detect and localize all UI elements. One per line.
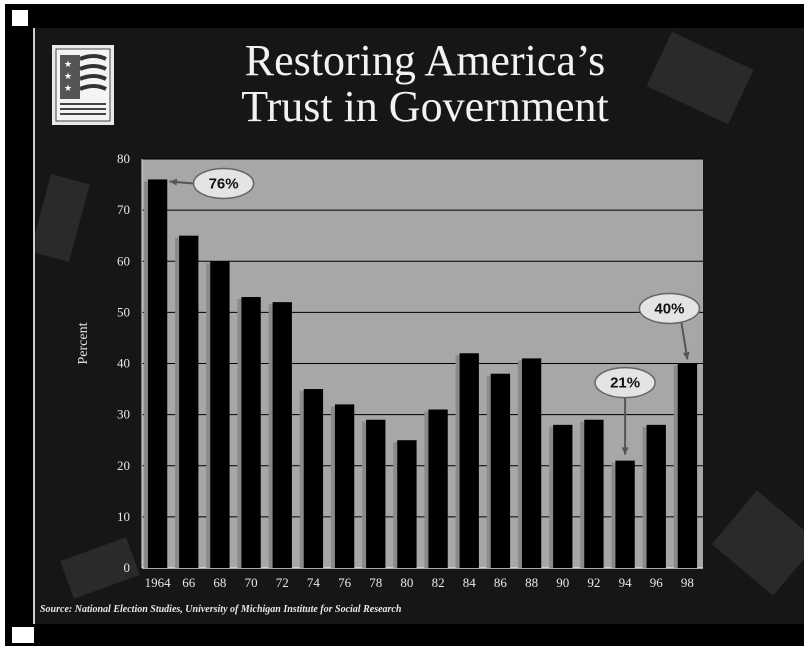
x-tick-label: 98: [681, 575, 694, 590]
y-tick-label: 70: [117, 202, 130, 217]
y-tick-label: 10: [117, 509, 130, 524]
bar: [615, 460, 635, 568]
y-axis-label: Percent: [76, 322, 91, 364]
callout-label: 21%: [610, 375, 640, 392]
callout-bubble: [192, 167, 255, 200]
svg-text:★: ★: [64, 71, 72, 81]
bar: [179, 235, 199, 568]
x-tick-label: 76: [338, 575, 352, 590]
slide-title: Restoring America’s Trust in Government: [150, 38, 700, 130]
callout-label: 76%: [209, 175, 239, 192]
corner-marker-top: [12, 10, 28, 26]
y-tick-label: 50: [117, 304, 130, 319]
bar: [241, 297, 261, 568]
callout-arrowhead: [621, 447, 629, 455]
x-tick-label: 72: [276, 575, 289, 590]
bar: [521, 358, 542, 568]
source-note: Source: National Election Studies, Unive…: [40, 604, 402, 615]
y-tick-label: 20: [117, 458, 130, 473]
bar: [397, 440, 417, 568]
x-tick-label: 90: [556, 575, 569, 590]
x-tick-label: 78: [369, 575, 382, 590]
y-tick-label: 80: [117, 151, 130, 166]
y-tick-label: 30: [117, 407, 130, 422]
y-tick-label: 60: [117, 253, 130, 268]
callout-label: 40%: [654, 301, 684, 318]
x-tick-label: 86: [494, 575, 508, 590]
logo: ★ ★ ★: [52, 45, 114, 125]
svg-text:★: ★: [64, 59, 72, 69]
bar: [584, 419, 604, 568]
x-tick-label: 66: [182, 575, 196, 590]
callout-bubble: [638, 292, 701, 325]
title-line-1: Restoring America’s: [244, 36, 606, 85]
svg-text:★: ★: [64, 83, 72, 93]
x-tick-label: 70: [245, 575, 258, 590]
x-tick-label: 96: [650, 575, 664, 590]
bar: [677, 363, 698, 568]
x-tick-label: 82: [432, 575, 445, 590]
callout-arrowhead: [169, 178, 178, 186]
x-tick-label: 88: [525, 575, 538, 590]
callout-arrowhead: [682, 351, 690, 360]
y-tick-label: 40: [117, 356, 130, 371]
bar: [459, 353, 479, 568]
x-tick-label: 74: [307, 575, 321, 590]
x-tick-label: 68: [213, 575, 226, 590]
y-tick-label: 0: [124, 560, 131, 575]
bar: [147, 179, 168, 568]
x-tick-label: 1964: [145, 575, 172, 590]
callout-bubble: [594, 366, 656, 399]
bar: [210, 261, 230, 568]
x-tick-label: 80: [400, 575, 413, 590]
bar: [490, 373, 511, 568]
bar: [334, 404, 355, 568]
bar: [646, 424, 666, 568]
bar: [366, 419, 386, 568]
x-tick-label: 94: [619, 575, 633, 590]
x-tick-label: 84: [463, 575, 477, 590]
bar: [553, 424, 573, 568]
corner-marker-bottom: [12, 627, 34, 643]
flag-stars-stripes-icon: ★ ★ ★: [55, 48, 111, 122]
title-line-2: Trust in Government: [241, 82, 609, 131]
bar: [428, 409, 448, 568]
bar: [272, 302, 292, 568]
x-tick-label: 92: [587, 575, 600, 590]
bar: [303, 389, 324, 568]
